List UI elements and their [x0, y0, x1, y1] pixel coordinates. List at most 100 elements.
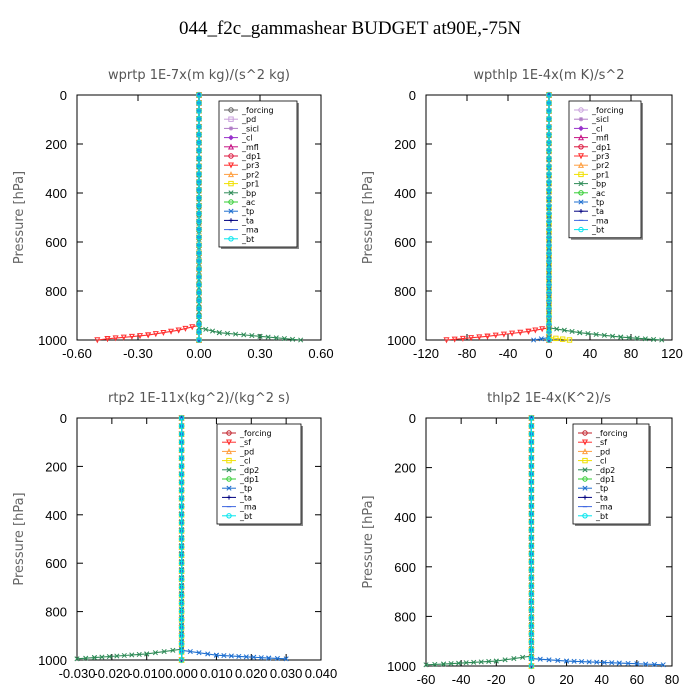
data-point	[178, 560, 185, 566]
data-point	[189, 324, 196, 331]
data-point	[196, 250, 202, 256]
data-point	[112, 335, 119, 342]
data-point	[528, 455, 535, 461]
legend-entry: _dp2	[578, 466, 615, 475]
data-point	[251, 654, 257, 660]
legend-marker	[577, 161, 585, 168]
legend-label: _ma	[239, 503, 257, 512]
legend-marker	[228, 153, 234, 159]
legend-label: _bp	[591, 180, 606, 189]
x-tick-label: 20	[559, 672, 573, 687]
data-point	[528, 575, 535, 581]
data-point	[196, 266, 202, 272]
data-point	[471, 659, 477, 665]
legend-entry: _sf	[222, 438, 251, 447]
legend-entry: _bt	[222, 512, 252, 521]
y-tick-label: 0	[409, 411, 416, 426]
legend-entry: _pr2	[224, 170, 259, 179]
data-point	[205, 651, 211, 657]
legend-entry: _dp1	[574, 143, 611, 152]
data-point	[546, 234, 552, 240]
data-point	[298, 337, 304, 343]
data-point	[258, 655, 264, 661]
data-point	[137, 333, 144, 340]
legend-label: _dp1	[591, 143, 611, 152]
x-tick-label: -40	[499, 346, 518, 361]
data-point	[484, 333, 491, 340]
data-point	[532, 327, 539, 334]
data-point	[537, 656, 543, 662]
data-point	[196, 171, 202, 177]
data-point	[528, 463, 535, 469]
legend-entry: _ma	[574, 216, 609, 225]
legend-label: _tp	[595, 484, 608, 493]
data-point	[289, 336, 296, 342]
x-tick-label: -40	[452, 672, 471, 687]
legend-marker	[581, 448, 589, 455]
series-bt	[528, 415, 535, 669]
legend-marker	[227, 171, 235, 178]
data-point	[528, 495, 535, 501]
data-point	[448, 661, 454, 667]
data-point	[451, 336, 458, 343]
data-point	[528, 471, 535, 477]
legend-label: _mfl	[241, 143, 259, 152]
data-point	[660, 662, 666, 668]
legend-label: _pr1	[241, 180, 259, 189]
legend-marker	[582, 485, 588, 491]
data-point	[517, 329, 524, 336]
legend-marker	[228, 199, 234, 205]
data-point	[546, 657, 552, 663]
data-point	[528, 511, 535, 517]
data-point	[528, 503, 535, 509]
legend-marker	[578, 226, 584, 233]
legend-label: _forcing	[241, 106, 274, 115]
data-point	[564, 658, 570, 664]
data-point	[546, 218, 552, 225]
legend-marker	[226, 457, 232, 464]
figure-title: 044_f2c_gammashear BUDGET at90E,-75N	[178, 18, 522, 39]
y-tick-label: 400	[45, 508, 67, 523]
data-point	[528, 415, 535, 421]
data-point	[528, 599, 535, 605]
series-tp	[531, 92, 552, 343]
data-point	[546, 242, 552, 248]
data-point	[83, 655, 89, 661]
legend-marker	[578, 181, 584, 187]
series-dp2	[423, 415, 534, 668]
legend-box	[568, 100, 642, 239]
legend-entry: _cl	[222, 457, 251, 466]
data-point	[492, 332, 499, 339]
data-point	[178, 431, 185, 437]
data-point	[196, 297, 202, 304]
data-point	[546, 266, 552, 272]
legend-entry: _sicl	[574, 115, 609, 124]
data-point	[601, 659, 607, 666]
data-point	[196, 92, 202, 98]
data-point	[539, 326, 546, 333]
x-tick-label: -0.030	[59, 666, 96, 681]
legend-entry: _pr3	[224, 161, 259, 170]
legend-label: _ta	[595, 493, 608, 502]
legend-label: _dp1	[239, 475, 259, 484]
data-point	[528, 567, 535, 573]
data-point	[74, 656, 80, 662]
x-tick-label: 40	[594, 672, 608, 687]
legend-marker	[227, 143, 235, 150]
data-point	[196, 218, 202, 225]
data-point	[528, 543, 535, 549]
data-point	[196, 123, 202, 130]
legend-marker	[581, 439, 589, 446]
legend-entry: _pd	[222, 447, 254, 456]
legend-label: _sf	[239, 438, 251, 447]
data-point	[476, 334, 483, 341]
data-point	[493, 658, 499, 664]
legend-entry: _pr3	[574, 152, 609, 161]
data-point	[423, 662, 429, 668]
legend-marker	[228, 208, 234, 214]
data-point	[196, 289, 202, 296]
data-point	[531, 337, 537, 343]
series-bt	[196, 92, 202, 343]
legend-marker	[228, 134, 234, 141]
legend-label: _sicl	[241, 124, 259, 133]
